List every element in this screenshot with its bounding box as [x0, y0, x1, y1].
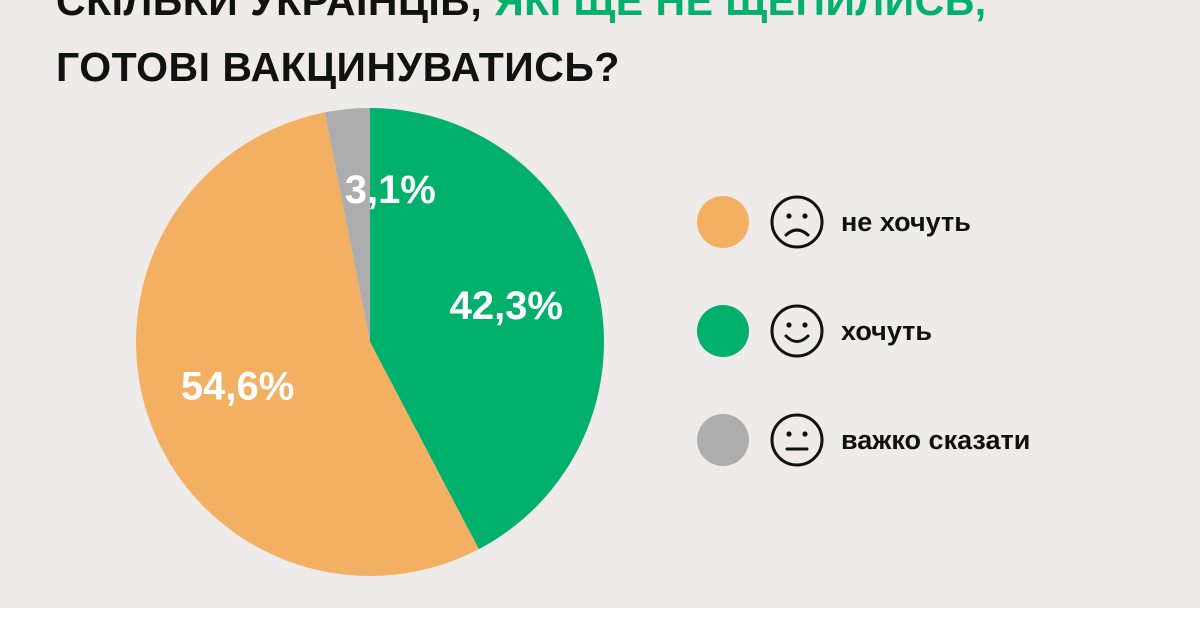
- legend-label: важко сказати: [841, 424, 1031, 455]
- legend-item-khochut: хочуть: [697, 304, 933, 358]
- title-line1-black: СКІЛЬКИ УКРАЇНЦІВ,: [56, 0, 483, 24]
- legend-swatch-gray: [697, 414, 749, 466]
- legend-swatch-green: [697, 305, 749, 357]
- pie-slice-3: [324, 108, 370, 342]
- sad-face-icon: [770, 195, 824, 249]
- pie-slice-2: [136, 112, 479, 576]
- infographic-panel: СКІЛЬКИ УКРАЇНЦІВ, ЯКІ ЩЕ НЕ ЩЕПИЛИСЬ, Г…: [0, 0, 1200, 608]
- pie-slice-label-3: 3,1%: [345, 168, 436, 212]
- pie-slice-label-1: 42,3%: [450, 284, 563, 328]
- smile-face-icon: [770, 304, 824, 358]
- pie-slice-label-2: 54,6%: [181, 364, 294, 408]
- pie-slice-1: [370, 108, 604, 550]
- legend-label: хочуть: [841, 315, 933, 346]
- title-line1-green: ЯКІ ЩЕ НЕ ЩЕПИЛИСЬ,: [494, 0, 987, 24]
- title-line2: ГОТОВІ ВАКЦИНУВАТИСЬ?: [56, 44, 620, 90]
- legend-item-ne-khochut: не хочуть: [697, 195, 971, 249]
- legend-item-vazhko-skazaty: важко сказати: [697, 413, 1031, 467]
- legend-label: не хочуть: [841, 206, 971, 237]
- chart-title: СКІЛЬКИ УКРАЇНЦІВ, ЯКІ ЩЕ НЕ ЩЕПИЛИСЬ, Г…: [56, 0, 987, 100]
- pie-chart: 42,3% 54,6% 3,1%: [136, 108, 604, 576]
- legend-swatch-orange: [697, 196, 749, 248]
- neutral-face-icon: [770, 413, 824, 467]
